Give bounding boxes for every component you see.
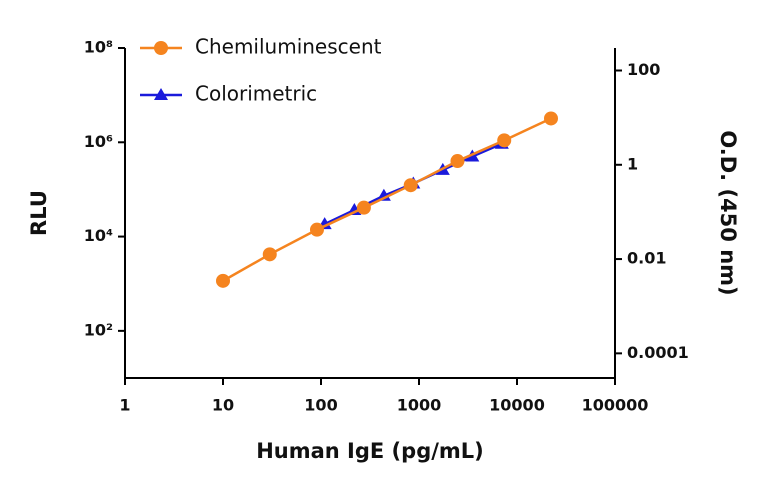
- data-point: [216, 273, 230, 288]
- y2-tick-label: 0.0001: [627, 343, 689, 362]
- y-tick-label: 10⁶: [84, 132, 113, 151]
- x-tick-label: 1: [119, 396, 130, 415]
- x-tick-label: 100: [304, 396, 337, 415]
- x-axis-title: Human IgE (pg/mL): [256, 439, 484, 463]
- legend-marker: [154, 88, 168, 100]
- x-tick-label: 10000: [489, 396, 545, 415]
- y2-tick-label: 100: [627, 60, 660, 79]
- data-point: [497, 133, 512, 148]
- data-point: [309, 222, 324, 237]
- y-axis-title: RLU: [27, 190, 51, 236]
- legend-marker: [154, 41, 168, 55]
- y-tick-label: 10⁴: [84, 226, 113, 245]
- data-point: [543, 111, 558, 126]
- series-line: [222, 117, 552, 282]
- y2-axis-title: O.D. (450 nm): [716, 130, 740, 295]
- x-tick-label: 10: [212, 396, 234, 415]
- y-tick-label: 10⁸: [84, 38, 113, 57]
- legend-label: Chemiluminescent: [195, 35, 382, 59]
- legend-label: Colorimetric: [195, 82, 317, 106]
- x-tick-label: 100000: [582, 396, 649, 415]
- data-point: [356, 200, 371, 215]
- y2-tick-label: 0.01: [627, 249, 666, 268]
- x-tick-label: 1000: [397, 396, 442, 415]
- y-tick-label: 10²: [84, 320, 113, 339]
- y2-tick-label: 1: [627, 154, 638, 173]
- data-point: [403, 178, 418, 193]
- data-point: [450, 154, 465, 169]
- data-point: [347, 202, 362, 215]
- data-point: [262, 247, 277, 262]
